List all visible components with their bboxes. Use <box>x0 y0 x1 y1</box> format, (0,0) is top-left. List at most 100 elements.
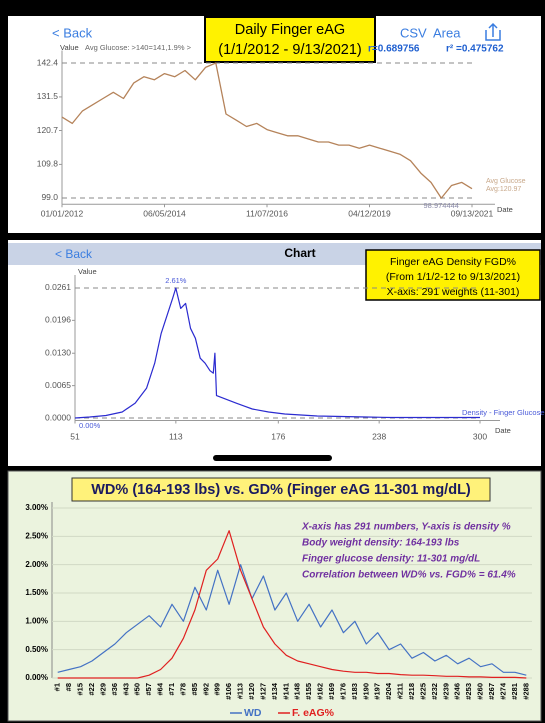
x-tick-label: #190 <box>361 683 370 700</box>
chart-title: (1/1/2012 - 9/13/2021) <box>218 42 362 58</box>
y-tick-label: 0.00% <box>25 673 48 682</box>
annotation: X-axis has 291 numbers, Y-axis is densit… <box>301 522 511 533</box>
chart-title: X-axis: 291 weights (11-301) <box>387 286 520 298</box>
x-tick-label: 01/01/2012 <box>41 208 84 218</box>
legend-label: WD <box>244 707 262 719</box>
x-tick-label: #36 <box>110 683 119 696</box>
legend-label: F. eAG% <box>292 707 335 719</box>
x-tick-label: #260 <box>476 683 485 700</box>
x-tick-label: 04/12/2019 <box>348 208 391 218</box>
y-tick-label: 3.00% <box>25 503 48 512</box>
series-label: Avg Glucose <box>486 178 526 185</box>
back-button[interactable]: < Back <box>52 25 93 40</box>
x-tick-label: #155 <box>304 683 313 700</box>
x-tick-label: 11/07/2016 <box>246 208 288 218</box>
x-tick-label: #120 <box>247 683 256 700</box>
y-tick-label: 142.4 <box>37 57 59 67</box>
y-tick-label: 120.7 <box>37 125 59 135</box>
y-tick-label: 0.0261 <box>45 282 71 292</box>
y-tick-label: 1.50% <box>25 588 48 597</box>
x-tick-label: #71 <box>167 683 176 696</box>
series-line <box>57 564 527 676</box>
x-tick-label: #225 <box>418 683 427 700</box>
x-tick-label: #246 <box>453 683 462 700</box>
x-tick-label: #281 <box>510 683 519 700</box>
x-tick-label: #50 <box>133 683 142 696</box>
chart-title: Finger eAG Density FGD% <box>390 256 516 268</box>
x-tick-label: #253 <box>464 683 473 700</box>
home-indicator <box>213 455 332 461</box>
x-tick-label: #218 <box>407 683 416 700</box>
annotation: Correlation between WD% vs. FGD% = 61.4% <box>302 570 516 581</box>
panel-3 <box>7 470 542 722</box>
value-label: 2.61% <box>165 276 187 285</box>
title-box <box>71 477 491 502</box>
x-tick-label: #22 <box>87 683 96 696</box>
legend-label: Density - Finger Glucose <box>462 408 545 417</box>
y-tick-label: 0.50% <box>25 645 48 654</box>
csv-button[interactable]: CSV <box>400 25 427 40</box>
x-tick-label: #267 <box>487 683 496 700</box>
x-tick-label: 113 <box>169 431 183 441</box>
y-axis-label: Value <box>78 267 97 276</box>
y-tick-label: 99.0 <box>41 192 58 202</box>
x-tick-label: 238 <box>372 431 386 441</box>
x-tick-label: #43 <box>121 683 130 696</box>
area-button[interactable]: Area <box>433 25 461 40</box>
x-tick-label: 09/13/2021 <box>451 208 494 218</box>
x-tick-label: #211 <box>396 683 405 699</box>
x-tick-label: #162 <box>316 683 325 700</box>
x-tick-label: #176 <box>338 683 347 700</box>
x-tick-label: 51 <box>70 431 80 441</box>
value-label: 98.974444 <box>424 201 459 210</box>
x-tick-label: 300 <box>473 431 487 441</box>
chart-title: WD% (164-193 lbs) vs. GD% (Finger eAG 11… <box>91 482 471 498</box>
x-tick-label: #183 <box>350 683 359 700</box>
x-tick-label: #85 <box>190 683 199 696</box>
x-tick-label: #197 <box>373 683 382 700</box>
y-tick-label: 2.50% <box>25 531 48 540</box>
x-tick-label: #288 <box>521 683 530 700</box>
y-tick-label: 0.0000 <box>45 412 71 422</box>
nav-title: Chart <box>284 246 315 260</box>
series-line <box>61 62 473 199</box>
x-tick-label: #134 <box>270 682 279 700</box>
x-tick-label: #57 <box>144 683 153 696</box>
y-tick-label: 131.5 <box>37 91 59 101</box>
back-button[interactable]: < Back <box>55 247 93 261</box>
x-tick-label: 176 <box>271 431 285 441</box>
annotation: Avg:120.97 <box>486 186 521 193</box>
x-tick-label: #274 <box>498 682 507 700</box>
x-axis-label: Date <box>495 426 511 435</box>
annotation: Finger glucose density: 11-301 mg/dL <box>302 554 480 565</box>
x-tick-label: #127 <box>258 683 267 700</box>
chart-title: (From 1/1/2-12 to 9/13/2021) <box>386 271 520 283</box>
x-axis-label: Date <box>497 205 513 214</box>
x-tick-label: #78 <box>178 683 187 696</box>
x-tick-label: #141 <box>281 683 290 700</box>
x-tick-label: #64 <box>156 682 165 695</box>
y-tick-label: 0.0196 <box>45 315 71 325</box>
y-tick-label: 1.00% <box>25 616 48 625</box>
y-tick-label: 0.0065 <box>45 380 71 390</box>
x-tick-label: #106 <box>224 683 233 700</box>
x-tick-label: #8 <box>64 683 73 691</box>
value-label: 0.00% <box>79 421 101 430</box>
x-tick-label: #15 <box>76 683 85 696</box>
annotation: r² =0.475762 <box>446 44 504 55</box>
share-icon[interactable] <box>485 22 501 41</box>
x-tick-label: #148 <box>293 683 302 700</box>
y-tick-label: 0.0130 <box>45 347 71 357</box>
x-tick-label: #1 <box>53 683 62 691</box>
chart-title: Daily Finger eAG <box>235 22 345 38</box>
x-tick-label: #99 <box>213 683 222 696</box>
x-tick-label: #92 <box>201 683 210 696</box>
series-line <box>74 287 480 419</box>
x-tick-label: #113 <box>236 683 245 699</box>
x-tick-label: #232 <box>430 683 439 700</box>
x-tick-label: #204 <box>384 682 393 700</box>
annotation: Body weight density: 164-193 lbs <box>302 538 460 549</box>
x-tick-label: #169 <box>327 683 336 700</box>
